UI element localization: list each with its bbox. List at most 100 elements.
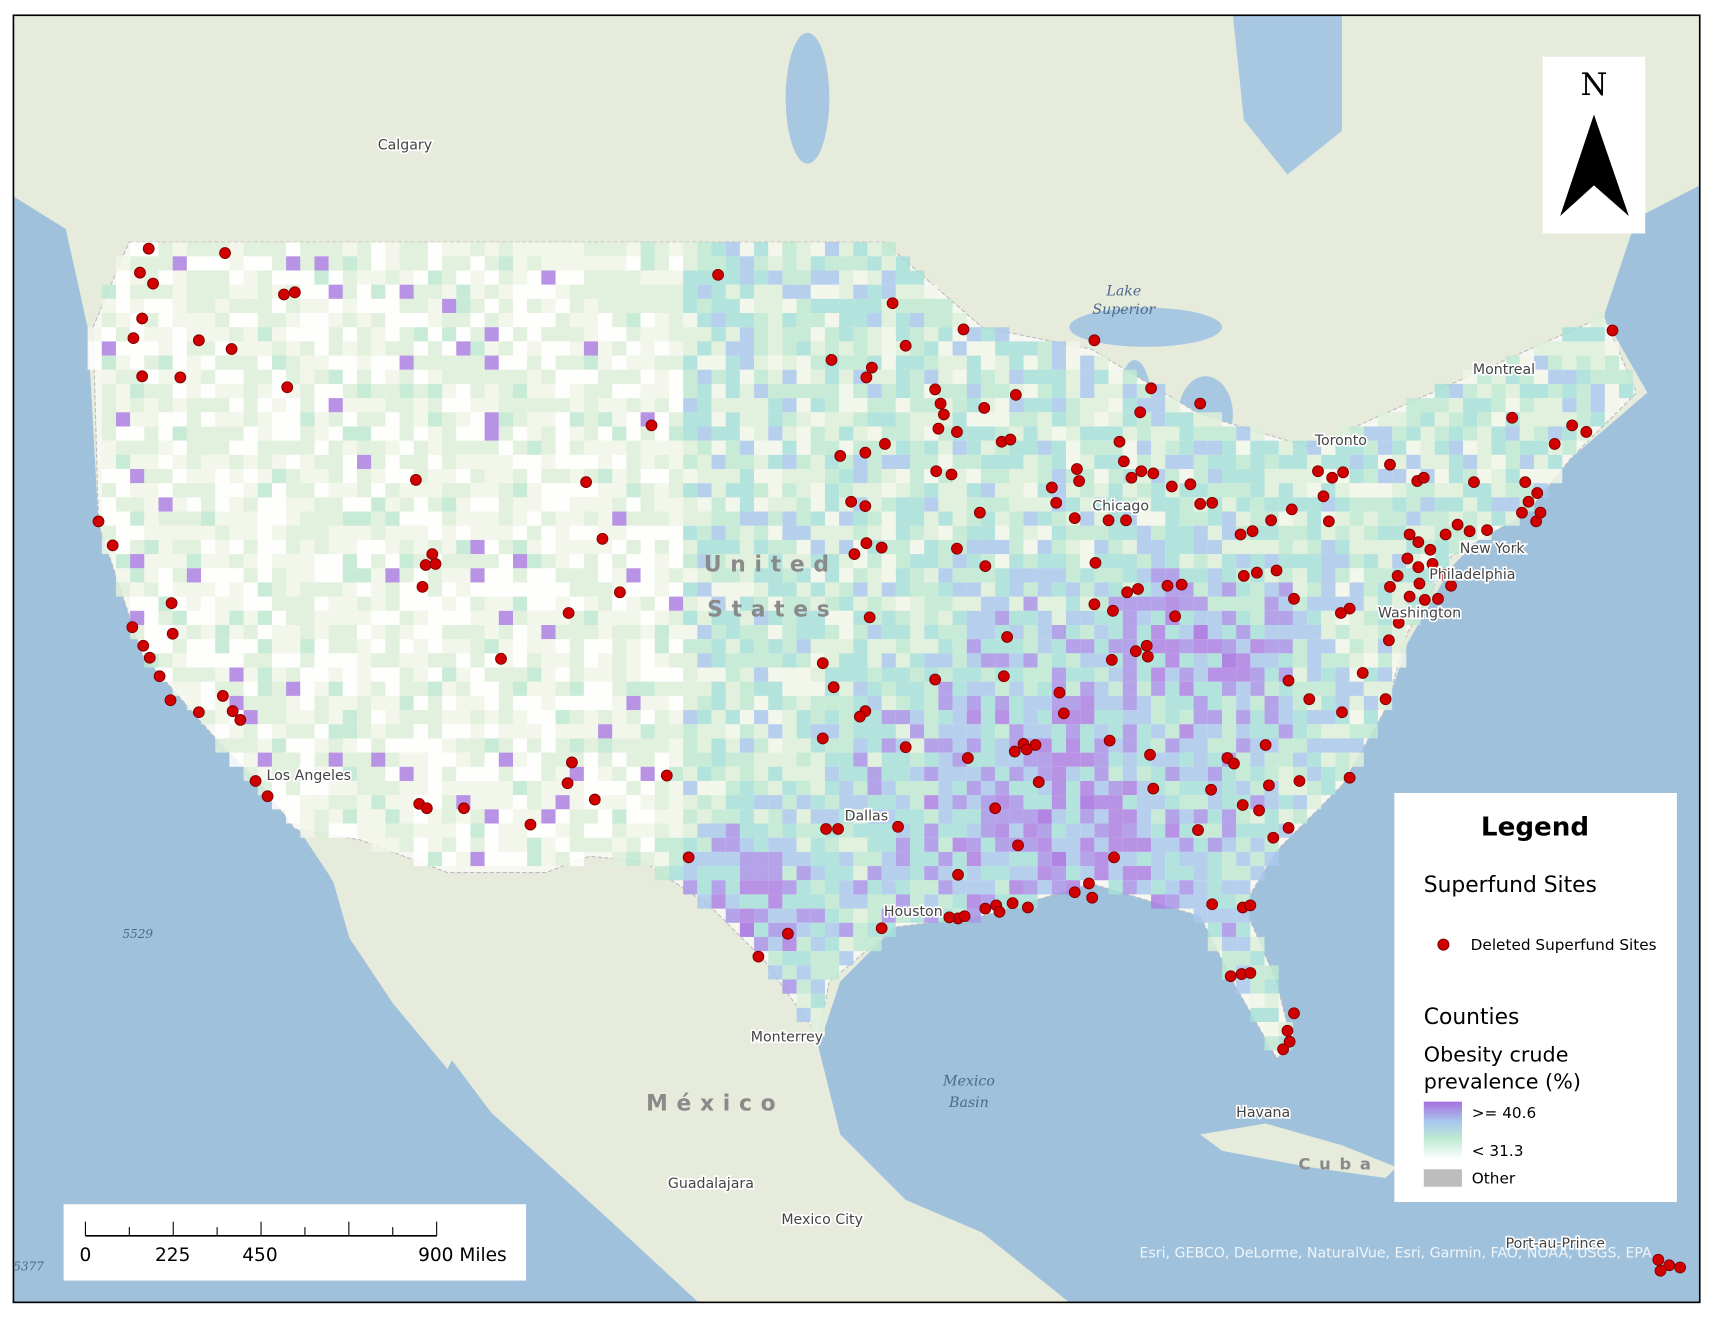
county-tile xyxy=(895,511,911,526)
county-tile xyxy=(725,880,740,895)
lake xyxy=(785,32,830,164)
county-tile xyxy=(1094,610,1109,626)
county-tile xyxy=(768,610,783,626)
county-tile xyxy=(1037,866,1052,881)
county-tile xyxy=(569,795,584,810)
county-tile xyxy=(1009,483,1024,498)
county-tile xyxy=(541,270,556,285)
county-tile xyxy=(711,653,726,668)
county-tile xyxy=(654,752,669,767)
county-tile xyxy=(966,738,981,753)
county-tile xyxy=(824,398,840,413)
county-tile xyxy=(470,539,485,555)
county-tile xyxy=(1548,355,1563,370)
county-tile xyxy=(1463,440,1478,455)
county-tile xyxy=(1278,582,1293,597)
county-tile xyxy=(1179,639,1194,654)
county-tile xyxy=(186,469,202,484)
county-tile xyxy=(342,383,358,399)
county-tile xyxy=(796,242,811,257)
county-tile xyxy=(1009,667,1024,682)
county-tile xyxy=(725,568,740,583)
superfund-site xyxy=(832,823,844,835)
county-tile xyxy=(1363,610,1378,626)
county-tile xyxy=(1207,426,1222,441)
county-tile xyxy=(186,625,202,640)
county-tile xyxy=(357,242,372,257)
county-tile xyxy=(1094,483,1109,498)
county-tile xyxy=(654,724,669,739)
county-tile xyxy=(881,780,896,796)
county-tile xyxy=(1066,851,1081,867)
county-tile xyxy=(1080,710,1095,725)
county-tile xyxy=(853,270,868,285)
county-tile xyxy=(243,667,258,682)
county-tile xyxy=(243,738,258,753)
county-tile xyxy=(612,412,627,427)
county-tile xyxy=(782,412,797,427)
county-tile xyxy=(1491,398,1506,413)
county-tile xyxy=(697,866,712,881)
county-tile xyxy=(910,752,925,767)
county-tile xyxy=(924,440,939,455)
county-tile xyxy=(598,738,613,753)
county-tile xyxy=(527,766,542,781)
county-tile xyxy=(583,766,599,781)
county-tile xyxy=(201,426,216,441)
county-tile xyxy=(541,440,556,455)
county-tile xyxy=(654,242,669,257)
county-tile xyxy=(640,851,655,867)
county-tile xyxy=(342,440,358,455)
county-tile xyxy=(1349,497,1364,512)
county-tile xyxy=(286,270,301,285)
county-tile xyxy=(1307,795,1322,810)
county-tile xyxy=(399,426,414,441)
county-tile xyxy=(1377,610,1393,626)
county-tile xyxy=(1236,951,1251,966)
county-tile xyxy=(881,596,896,611)
county-tile xyxy=(583,695,599,711)
county-tile xyxy=(980,738,996,753)
county-tile xyxy=(1221,951,1237,966)
county-tile xyxy=(257,242,272,257)
county-tile xyxy=(271,327,287,342)
county-tile xyxy=(598,242,613,257)
county-tile xyxy=(952,823,967,838)
county-tile xyxy=(130,483,145,498)
county-tile xyxy=(824,866,840,881)
county-tile xyxy=(768,625,783,640)
county-tile xyxy=(910,341,925,356)
superfund-site xyxy=(875,922,888,935)
county-tile xyxy=(683,681,698,696)
county-tile xyxy=(442,752,457,767)
superfund-site xyxy=(234,714,247,726)
county-tile xyxy=(782,625,797,640)
county-tile xyxy=(796,894,811,909)
county-tile xyxy=(810,426,825,441)
county-tile xyxy=(257,284,272,299)
county-tile xyxy=(1307,440,1322,455)
county-tile xyxy=(484,837,499,852)
county-tile xyxy=(541,695,556,711)
county-tile xyxy=(654,710,669,725)
county-tile xyxy=(1250,993,1265,1008)
county-tile xyxy=(711,341,726,356)
superfund-site xyxy=(1417,471,1430,484)
county-tile xyxy=(101,511,116,526)
county-tile xyxy=(357,809,372,824)
county-tile xyxy=(300,483,315,498)
county-tile xyxy=(867,525,882,540)
county-tile xyxy=(1349,469,1364,484)
county-tile xyxy=(442,454,457,470)
county-tile xyxy=(881,894,896,909)
county-tile xyxy=(739,866,755,881)
county-tile xyxy=(243,724,258,739)
county-tile xyxy=(144,383,159,399)
county-tile xyxy=(371,639,386,654)
county-tile xyxy=(427,780,443,796)
county-tile xyxy=(527,752,542,767)
county-tile xyxy=(484,511,499,526)
county-tile xyxy=(1066,695,1081,711)
county-tile xyxy=(385,426,400,441)
county-tile xyxy=(1264,851,1279,867)
